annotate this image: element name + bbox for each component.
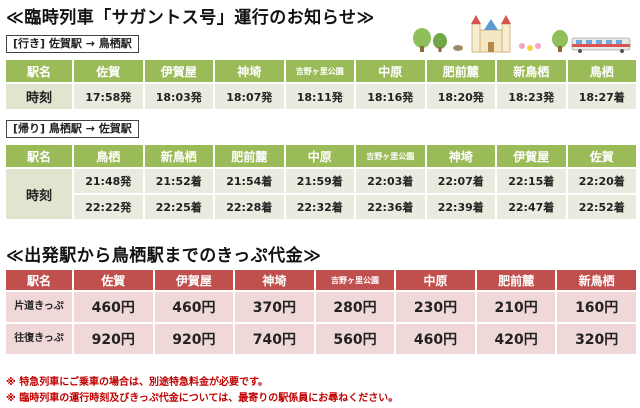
header-cell: 駅名 [6,145,72,167]
time-cell: 22:25着 [144,195,213,219]
header-cell: 伊賀屋 [144,60,213,82]
flower-icon [519,43,541,51]
time-cell: 21:52着 [144,169,213,193]
note-inquiry: ※ 臨時列車の運行時刻及びきっぷ代金については、最寄りの駅係員にお尋ねください。 [6,393,399,404]
fare-table: 駅名 佐賀 伊賀屋 神埼 吉野ヶ里公園 中原 肥前麓 新鳥栖 片道きっぷ 460… [4,268,638,356]
header-cell: 神埼 [215,60,284,82]
row-label: 時刻 [6,84,72,109]
time-cell: 18:11発 [285,84,354,109]
time-cell: 22:28着 [215,195,284,219]
castle-icon [471,15,511,53]
table-row: 22:22発 22:25着 22:28着 22:32着 22:36着 22:39… [6,195,636,219]
table-row: 往復きっぷ 920円 920円 740円 560円 460円 420円 320円 [6,324,636,354]
fare-cell: 210円 [476,292,556,322]
time-cell: 18:03発 [144,84,213,109]
row-label: 時刻 [6,169,72,219]
header-cell: 新鳥栖 [557,270,636,290]
header-cell: 伊賀屋 [154,270,234,290]
time-cell: 22:03着 [356,169,425,193]
time-cell: 22:52着 [567,195,636,219]
note-express-fee: ※ 特急列車にご乗車の場合は、別途特急料金が必要です。 [6,377,269,388]
header-cell: 駅名 [6,270,72,290]
header-cell: 佐賀 [74,270,153,290]
fare-cell: 420円 [476,324,556,354]
header-cell: 鳥栖 [74,145,143,167]
page-title: ≪臨時列車「サガントス号」運行のお知らせ≫ [6,8,375,28]
header-cell: 伊賀屋 [497,145,566,167]
table-header-row: 駅名 鳥栖 新鳥栖 肥前麓 中原 吉野ヶ里公園 神埼 伊賀屋 佐賀 [6,145,636,167]
tree-icon [433,33,447,52]
header-cell: 神埼 [235,270,314,290]
table-row: 時刻 21:48発 21:52着 21:54着 21:59着 22:03着 22… [6,169,636,219]
header-cell: 肥前麓 [215,145,284,167]
header-cell: 新鳥栖 [497,60,566,82]
time-cell: 18:20発 [426,84,495,109]
time-cell: 18:07発 [215,84,284,109]
header-cell: 鳥栖 [567,60,636,82]
fare-cell: 370円 [235,292,314,322]
time-cell: 22:39着 [426,195,495,219]
fare-cell: 460円 [396,324,475,354]
header-cell: 吉野ヶ里公園 [285,60,354,82]
animal-icon [453,45,463,51]
inbound-timetable: 駅名 鳥栖 新鳥栖 肥前麓 中原 吉野ヶ里公園 神埼 伊賀屋 佐賀 時刻 21:… [4,143,638,221]
time-cell: 21:48発 [74,169,143,193]
time-cell: 22:07着 [426,169,495,193]
inbound-route-label: [帰り] 鳥栖駅 → 佐賀駅 [6,120,139,138]
castle-train-illustration [413,15,631,53]
time-cell: 21:59着 [285,169,354,193]
tree-icon [552,30,568,52]
header-cell: 吉野ヶ里公園 [315,270,395,290]
time-cell: 18:23発 [497,84,566,109]
table-header-row: 駅名 佐賀 伊賀屋 神埼 吉野ヶ里公園 中原 肥前麓 新鳥栖 鳥栖 [6,60,636,82]
header-cell: 肥前麓 [476,270,556,290]
header-cell: 佐賀 [567,145,636,167]
time-cell: 22:20着 [567,169,636,193]
time-cell: 22:47着 [497,195,566,219]
table-row: 片道きっぷ 460円 460円 370円 280円 230円 210円 160円 [6,292,636,322]
fare-cell: 920円 [74,324,153,354]
time-cell: 22:22発 [74,195,143,219]
outbound-route-label: [行き] 佐賀駅 → 鳥栖駅 [6,35,139,53]
fare-cell: 460円 [74,292,153,322]
tree-icon [413,28,431,52]
time-cell: 22:15着 [497,169,566,193]
fare-cell: 460円 [154,292,234,322]
header-cell: 駅名 [6,60,72,82]
fare-cell: 920円 [154,324,234,354]
fare-cell: 160円 [557,292,636,322]
time-cell: 18:27着 [567,84,636,109]
header-cell: 神埼 [426,145,495,167]
train-icon [571,37,631,53]
fare-cell: 740円 [235,324,314,354]
table-header-row: 駅名 佐賀 伊賀屋 神埼 吉野ヶ里公園 中原 肥前麓 新鳥栖 [6,270,636,290]
time-cell: 18:16発 [356,84,425,109]
time-cell: 22:36着 [356,195,425,219]
header-cell: 中原 [285,145,354,167]
time-cell: 21:54着 [215,169,284,193]
fare-cell: 230円 [396,292,475,322]
fare-cell: 560円 [315,324,395,354]
header-cell: 中原 [356,60,425,82]
time-cell: 17:58発 [74,84,143,109]
header-cell: 吉野ヶ里公園 [356,145,425,167]
row-label: 往復きっぷ [6,324,72,354]
header-cell: 佐賀 [74,60,143,82]
outbound-timetable: 駅名 佐賀 伊賀屋 神埼 吉野ヶ里公園 中原 肥前麓 新鳥栖 鳥栖 時刻 17:… [4,58,638,111]
fare-cell: 280円 [315,292,395,322]
table-row: 時刻 17:58発 18:03発 18:07発 18:11発 18:16発 18… [6,84,636,109]
fare-section-title: ≪出発駅から鳥栖駅までのきっぷ代金≫ [6,246,322,266]
time-cell: 22:32着 [285,195,354,219]
fare-cell: 320円 [557,324,636,354]
header-cell: 中原 [396,270,475,290]
header-cell: 肥前麓 [426,60,495,82]
header-cell: 新鳥栖 [144,145,213,167]
row-label: 片道きっぷ [6,292,72,322]
